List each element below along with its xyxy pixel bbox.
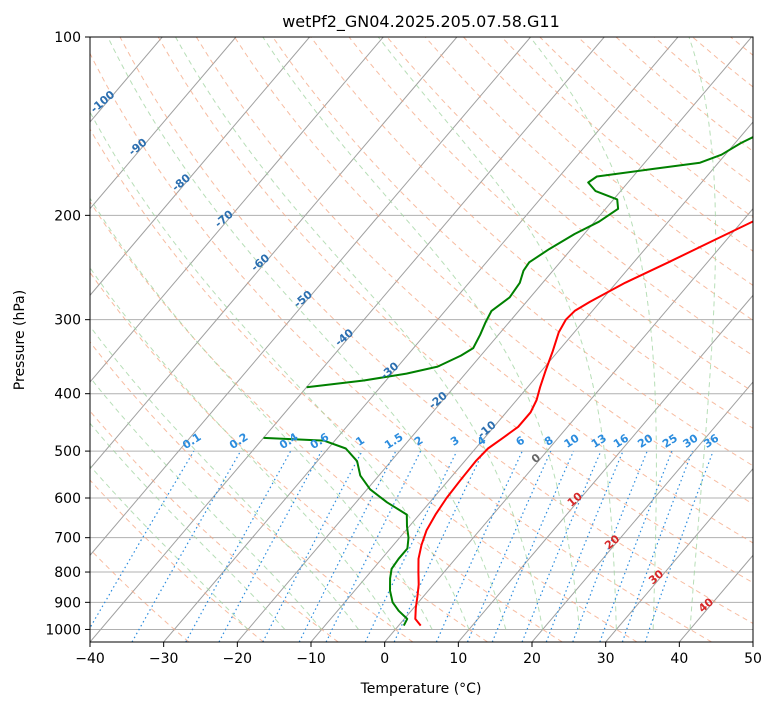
dry-adiabat (90, 479, 264, 642)
mixing-ratio-line (393, 450, 484, 642)
moist-adiabat (688, 37, 717, 630)
mixing-ratio-line (131, 450, 242, 642)
chart-title: wetPf2_GN04.2025.205.07.58.G11 (282, 12, 560, 32)
isotherm-line (90, 37, 531, 557)
dry-adiabat (90, 548, 190, 642)
dry-adiabat (90, 341, 414, 642)
moist-adiabat (90, 197, 433, 630)
x-tick-label: −30 (149, 651, 179, 667)
sounding-line-0 (414, 220, 753, 627)
isotherm-line (90, 37, 605, 642)
dry-adiabat (195, 37, 753, 544)
moist-adiabat (529, 37, 657, 630)
dry-adiabat (119, 37, 753, 624)
mixing-ratio-line (90, 450, 195, 630)
x-tick-label: −40 (75, 651, 105, 667)
isotherm-line (384, 207, 753, 642)
moist-adiabat (377, 37, 617, 630)
y-tick-label: 100 (54, 30, 81, 46)
sounding-line-2 (306, 136, 753, 389)
plot-frame (89, 36, 754, 643)
moist-adiabat (262, 37, 580, 630)
x-tick-label: −20 (223, 651, 253, 667)
dry-adiabat (90, 410, 339, 642)
x-tick-label: 30 (597, 651, 615, 667)
grid-layer (90, 37, 753, 642)
y-axis-title: Pressure (hPa) (12, 290, 28, 390)
dry-adiabat (90, 128, 638, 642)
axis-layer: −40 −30 −20 −10 0 10 20 30 40 50 100 200 300 400 500 60… (45, 30, 762, 667)
y-tick-label: 400 (54, 387, 81, 403)
y-tick-label: 600 (54, 491, 81, 507)
x-axis-title: Temperature (°C) (360, 681, 482, 697)
isotherm-line (457, 294, 753, 642)
dry-adiabat (90, 52, 712, 642)
dry-adiabat (234, 37, 753, 505)
mixing-ratio-line (545, 450, 624, 642)
y-tick-label: 1000 (45, 622, 81, 638)
moist-adiabat (90, 325, 359, 630)
mixing-ratio-line (364, 450, 458, 642)
moist-adiabat (90, 267, 396, 630)
isotherm-line (605, 467, 753, 642)
x-tick-label: −10 (296, 651, 326, 667)
isotherm-line (90, 37, 310, 297)
mixing-ratio-line (218, 450, 323, 642)
x-tick-label: 20 (523, 651, 541, 667)
y-tick-label: 300 (54, 313, 81, 329)
dry-adiabat (90, 271, 488, 642)
moist-adiabat (90, 111, 470, 630)
x-tick-label: 0 (380, 651, 389, 667)
dry-adiabat (386, 37, 753, 357)
mixing-ratio-line (572, 450, 648, 642)
isotherm-line (531, 381, 753, 642)
dry-adiabat (424, 37, 753, 321)
y-tick-label: 200 (54, 208, 81, 224)
isotherm-line (90, 37, 384, 383)
y-tick-label: 900 (54, 595, 81, 611)
dry-adiabat (90, 200, 563, 642)
series-layer (263, 136, 753, 627)
x-tick-label: 40 (670, 651, 688, 667)
y-tick-label: 500 (54, 444, 81, 460)
sounding-line-1 (263, 436, 410, 627)
isotherm-line (236, 37, 752, 642)
moist-adiabat (90, 376, 323, 630)
moist-adiabat (90, 422, 286, 630)
isotherm-line (90, 37, 237, 210)
y-tick-label: 800 (54, 565, 81, 581)
isotherm-line (90, 37, 458, 470)
dry-adiabat (310, 37, 753, 429)
dry-adiabat (157, 37, 753, 584)
isotherm-line (310, 121, 753, 642)
x-tick-label: 10 (449, 651, 467, 667)
x-tick-label: 50 (744, 651, 762, 667)
moist-adiabat (107, 37, 507, 630)
moist-adiabat (90, 465, 249, 630)
y-tick-label: 700 (54, 531, 81, 547)
mixing-ratio-line (325, 450, 422, 642)
isotherm-line (163, 37, 679, 642)
